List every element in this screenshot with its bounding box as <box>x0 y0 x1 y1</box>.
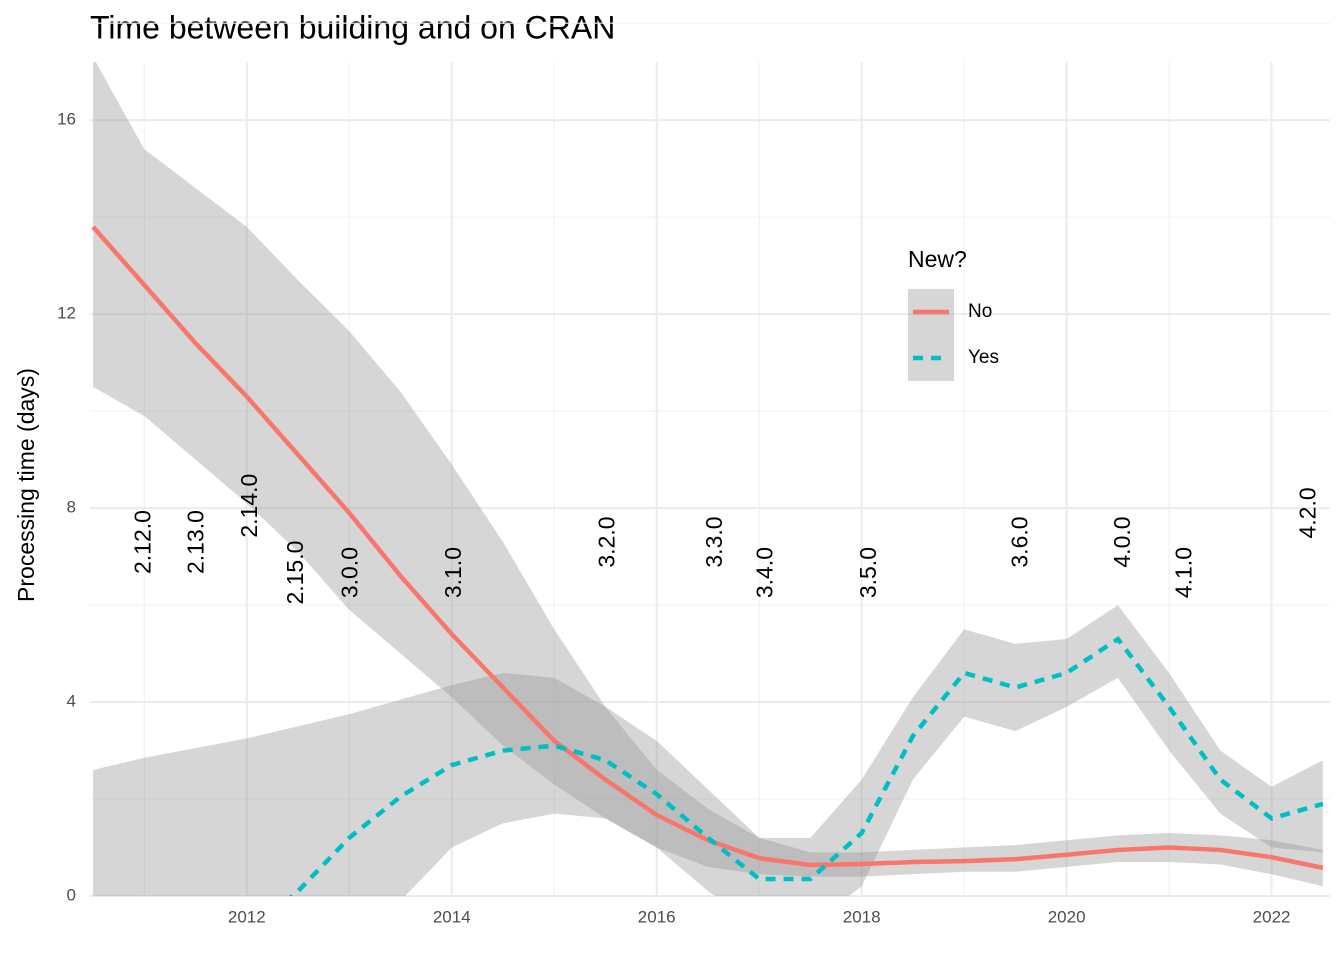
x-tick-label: 2012 <box>228 907 266 926</box>
version-label: 2.14.0 <box>236 474 262 538</box>
chart-title: Time between building and on CRAN <box>90 9 615 45</box>
grid: 0 4 8 12 16 2012 2014 2016 2018 2020 2022 <box>57 22 1330 926</box>
confidence-band <box>93 605 1323 896</box>
x-tick-label: 2018 <box>843 907 881 926</box>
x-tick-label: 2014 <box>433 907 471 926</box>
plot-area <box>91 62 1324 896</box>
y-tick-label: 0 <box>67 885 76 904</box>
y-axis-label: Processing time (days) <box>13 368 39 602</box>
version-label: 3.5.0 <box>855 547 881 598</box>
version-label: 3.6.0 <box>1007 516 1033 567</box>
version-label: 2.13.0 <box>183 510 209 574</box>
y-tick-label: 12 <box>57 304 76 323</box>
version-label: 4.0.0 <box>1109 516 1135 567</box>
y-tick-label: 16 <box>57 110 76 129</box>
legend-title: New? <box>908 246 967 272</box>
version-label: 4.1.0 <box>1171 547 1197 598</box>
version-label: 2.12.0 <box>129 510 155 574</box>
version-label: 3.4.0 <box>751 547 777 598</box>
x-tick-label: 2020 <box>1048 907 1086 926</box>
y-tick-label: 4 <box>67 692 76 711</box>
annotations: 2.12.0 2.13.0 2.14.0 2.15.0 3.0.0 3.1.0 3.2.0 3… <box>129 474 1320 605</box>
version-label: 2.15.0 <box>282 541 308 605</box>
version-label: 3.1.0 <box>440 547 466 598</box>
x-tick-label: 2022 <box>1253 907 1291 926</box>
version-label: 3.3.0 <box>701 516 727 567</box>
version-label: 4.2.0 <box>1295 487 1321 538</box>
legend-label: No <box>968 301 992 322</box>
y-tick-label: 8 <box>67 498 76 517</box>
x-tick-label: 2016 <box>638 907 676 926</box>
series-line <box>288 635 1324 896</box>
legend: New? No Yes <box>908 246 999 381</box>
legend-label: Yes <box>968 347 999 368</box>
version-label: 3.0.0 <box>336 547 362 598</box>
confidence-band <box>93 62 1323 887</box>
version-label: 3.2.0 <box>594 516 620 567</box>
